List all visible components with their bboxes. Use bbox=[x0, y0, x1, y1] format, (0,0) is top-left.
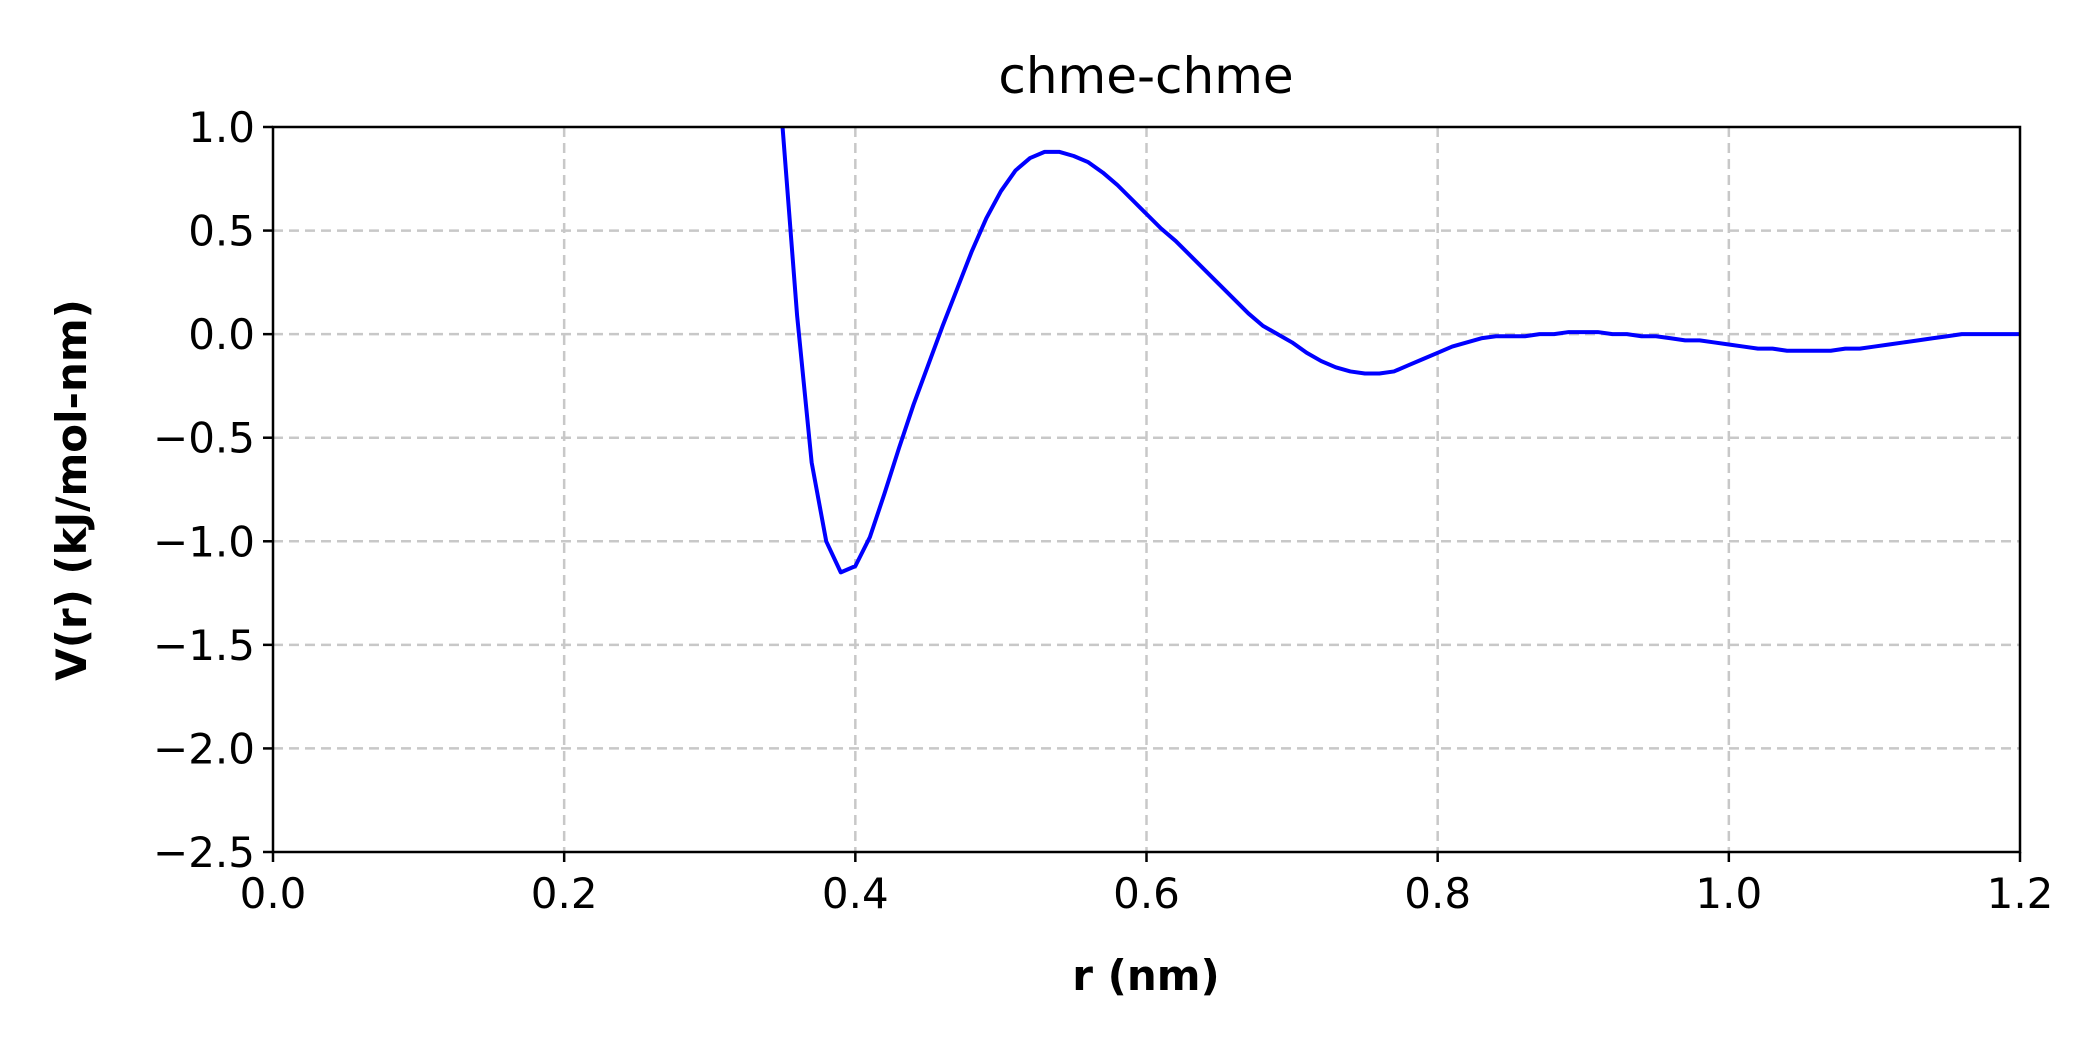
x-tick-label: 0.4 bbox=[822, 869, 889, 918]
y-tick-label: −1.0 bbox=[153, 517, 255, 566]
y-tick-label: 1.0 bbox=[188, 103, 255, 152]
grid-lines bbox=[273, 127, 2020, 852]
x-tick-label: 1.0 bbox=[1695, 869, 1762, 918]
x-tick-label: 0.2 bbox=[531, 869, 598, 918]
series-line bbox=[780, 127, 2020, 575]
y-axis-ticks: 1.0 0.5 0.0 −0.5 −1.0 −1.5 −2.0 −2.5 bbox=[153, 103, 273, 877]
y-tick-label: 0.0 bbox=[188, 310, 255, 359]
x-tick-label: 1.2 bbox=[1987, 869, 2054, 918]
x-tick-label: 0.8 bbox=[1404, 869, 1471, 918]
x-tick-label: 0.6 bbox=[1113, 869, 1180, 918]
y-tick-label: −1.5 bbox=[153, 621, 255, 670]
x-axis-label: r (nm) bbox=[1072, 951, 1219, 1000]
y-axis-label: V(r) (kJ/mol-nm) bbox=[47, 299, 96, 681]
y-tick-label: −0.5 bbox=[153, 414, 255, 463]
x-axis-ticks: 0.0 0.2 0.4 0.6 0.8 1.0 1.2 bbox=[240, 852, 2054, 918]
y-tick-label: −2.0 bbox=[153, 724, 255, 773]
y-tick-label: 0.5 bbox=[188, 207, 255, 256]
x-tick-label: 0.0 bbox=[240, 869, 307, 918]
plot-area bbox=[780, 127, 2020, 575]
y-tick-label: −2.5 bbox=[153, 828, 255, 877]
chart-title: chme-chme bbox=[998, 47, 1293, 105]
